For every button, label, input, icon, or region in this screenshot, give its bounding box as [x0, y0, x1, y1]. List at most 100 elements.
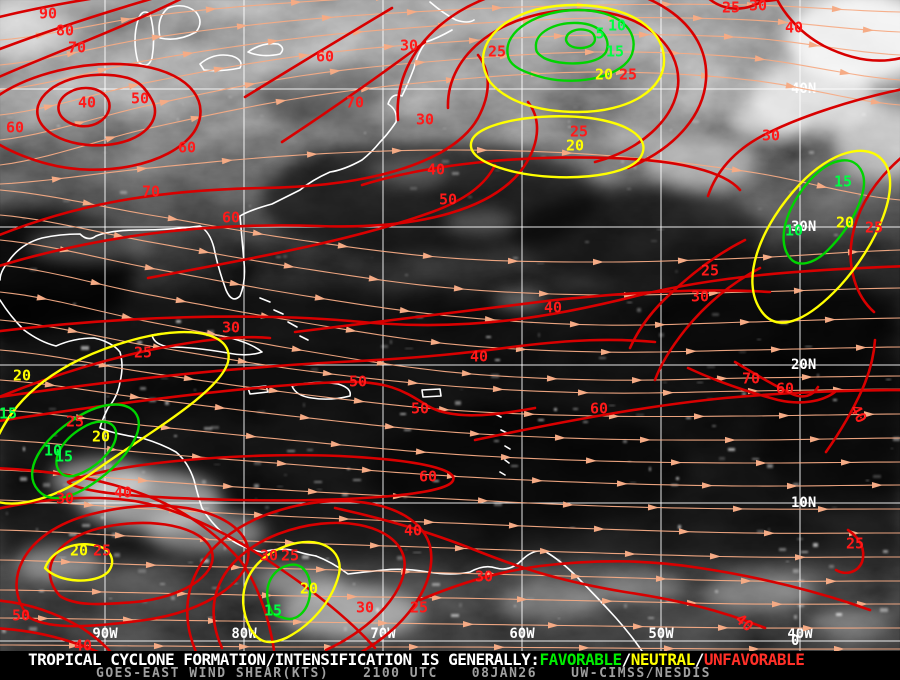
streamline-arrowhead — [476, 146, 488, 154]
streamline-arrowhead — [406, 9, 418, 16]
streamline-arrowhead — [51, 176, 63, 183]
streamline — [0, 409, 900, 464]
streamline-arrowhead — [585, 457, 597, 464]
shear-label: 15 — [55, 448, 73, 466]
streamline-arrowhead — [523, 410, 535, 418]
shear-label: 40 — [427, 161, 445, 179]
cloud-speckle — [82, 524, 90, 527]
streamline-arrowhead — [477, 497, 489, 504]
streamline-arrowhead — [298, 52, 310, 60]
cloud-speckle — [833, 399, 837, 401]
shear-label: 40 — [544, 299, 562, 317]
valid-time: 2100 UTC — [363, 666, 438, 680]
cloud-speckle — [171, 596, 175, 600]
shear-label: 10 — [44, 442, 62, 460]
cloud-speckle — [114, 553, 120, 557]
cloud-speckle — [793, 483, 799, 486]
streamline-arrowhead — [662, 389, 674, 396]
streamline-arrowhead — [693, 413, 705, 420]
cloud-speckle — [277, 544, 280, 545]
coastline-mexico-central-america — [0, 299, 317, 557]
streamline-arrowhead — [770, 346, 782, 353]
streamline-arrowhead — [67, 327, 79, 334]
streamline — [0, 469, 900, 510]
streamline-arrowhead — [817, 506, 829, 513]
cloud-speckle — [302, 555, 309, 559]
streamline-arrowhead — [244, 82, 256, 89]
cloud-speckle — [452, 172, 459, 175]
cloud-speckle — [176, 320, 181, 323]
streamline-arrowhead — [338, 515, 350, 522]
cloud-speckle — [675, 270, 678, 273]
legend-prefix: TROPICAL CYCLONE FORMATION/INTENSIFICATI… — [28, 650, 540, 669]
streamline — [0, 589, 900, 605]
streamline-arrowhead — [655, 575, 667, 582]
cloud-speckle — [712, 425, 716, 427]
cloud-speckle — [22, 218, 26, 219]
streamline-arrowhead — [236, 23, 248, 30]
cloud-speckle — [670, 129, 672, 131]
cloud-speckle — [570, 527, 575, 528]
streamline-arrowhead — [198, 247, 210, 254]
satellite-background — [0, 0, 900, 652]
cloud-speckle — [140, 387, 146, 390]
streamline-arrowhead — [870, 98, 882, 105]
shear-label: 40 — [114, 484, 132, 502]
streamline-arrowhead — [731, 166, 743, 173]
shear-label: 25 — [281, 547, 299, 565]
shear-label: 25 — [846, 535, 864, 553]
streamline-arrowhead — [584, 48, 596, 56]
streamline-arrowhead — [825, 578, 837, 585]
legend-sep1: / — [621, 650, 632, 669]
shear-label: 40 — [785, 19, 803, 37]
streamline-arrowhead — [546, 375, 558, 382]
streamline-arrowhead — [43, 104, 55, 111]
cloud-speckle — [568, 126, 571, 128]
cloud-speckle — [609, 405, 615, 406]
cloud-speckle — [69, 533, 77, 536]
cloud-speckle — [805, 346, 812, 347]
streamline-arrowhead — [368, 275, 380, 282]
streamline-arrowhead — [376, 0, 379, 1]
cloud-speckle — [63, 484, 68, 486]
streamline-arrowhead — [740, 577, 752, 585]
streamline-arrowhead — [205, 6, 217, 13]
cloud-speckle — [757, 530, 764, 533]
streamline-arrowhead — [384, 423, 396, 430]
cloud-speckle — [400, 413, 406, 415]
cloud-speckle — [834, 234, 838, 236]
cloud-speckle — [817, 374, 819, 377]
cloud-speckle — [138, 349, 140, 352]
shear-label: 25 — [865, 219, 883, 237]
cloud-speckle — [276, 256, 281, 258]
cloud-speckle — [623, 440, 627, 443]
shear-label: 50 — [131, 90, 149, 108]
legend-neutral: NEUTRAL — [630, 650, 695, 669]
cloud-speckle — [161, 378, 168, 379]
cloud-speckle — [376, 608, 379, 612]
cloud-speckle — [648, 617, 654, 619]
shear-label: 25 — [722, 0, 740, 17]
shear-label: 30 — [56, 490, 74, 508]
cloud-speckle — [486, 336, 491, 338]
streamline-arrowhead — [252, 229, 264, 236]
shear-label: 15 — [0, 405, 17, 423]
cloud-speckle — [513, 257, 518, 259]
streamline-arrowhead — [624, 550, 636, 557]
streamline-arrowhead — [114, 532, 126, 539]
cloud-speckle — [137, 341, 142, 344]
cloud-speckle — [583, 421, 588, 423]
shear-label: 20 — [92, 428, 110, 446]
streamline-arrowhead — [863, 411, 875, 418]
shear-label: 70 — [742, 370, 760, 388]
shear-label: 25 — [66, 413, 84, 431]
streamline-arrowhead — [499, 53, 511, 60]
cloud-speckle — [404, 429, 411, 431]
legend-sep2: / — [694, 650, 705, 669]
cloud-speckle — [353, 583, 355, 585]
streamline-arrowhead — [862, 26, 874, 33]
streamline-arrowhead — [771, 600, 783, 608]
cloud-speckle — [249, 348, 252, 349]
shear-label: 20 — [300, 580, 318, 598]
cloud-speckle — [728, 448, 735, 451]
